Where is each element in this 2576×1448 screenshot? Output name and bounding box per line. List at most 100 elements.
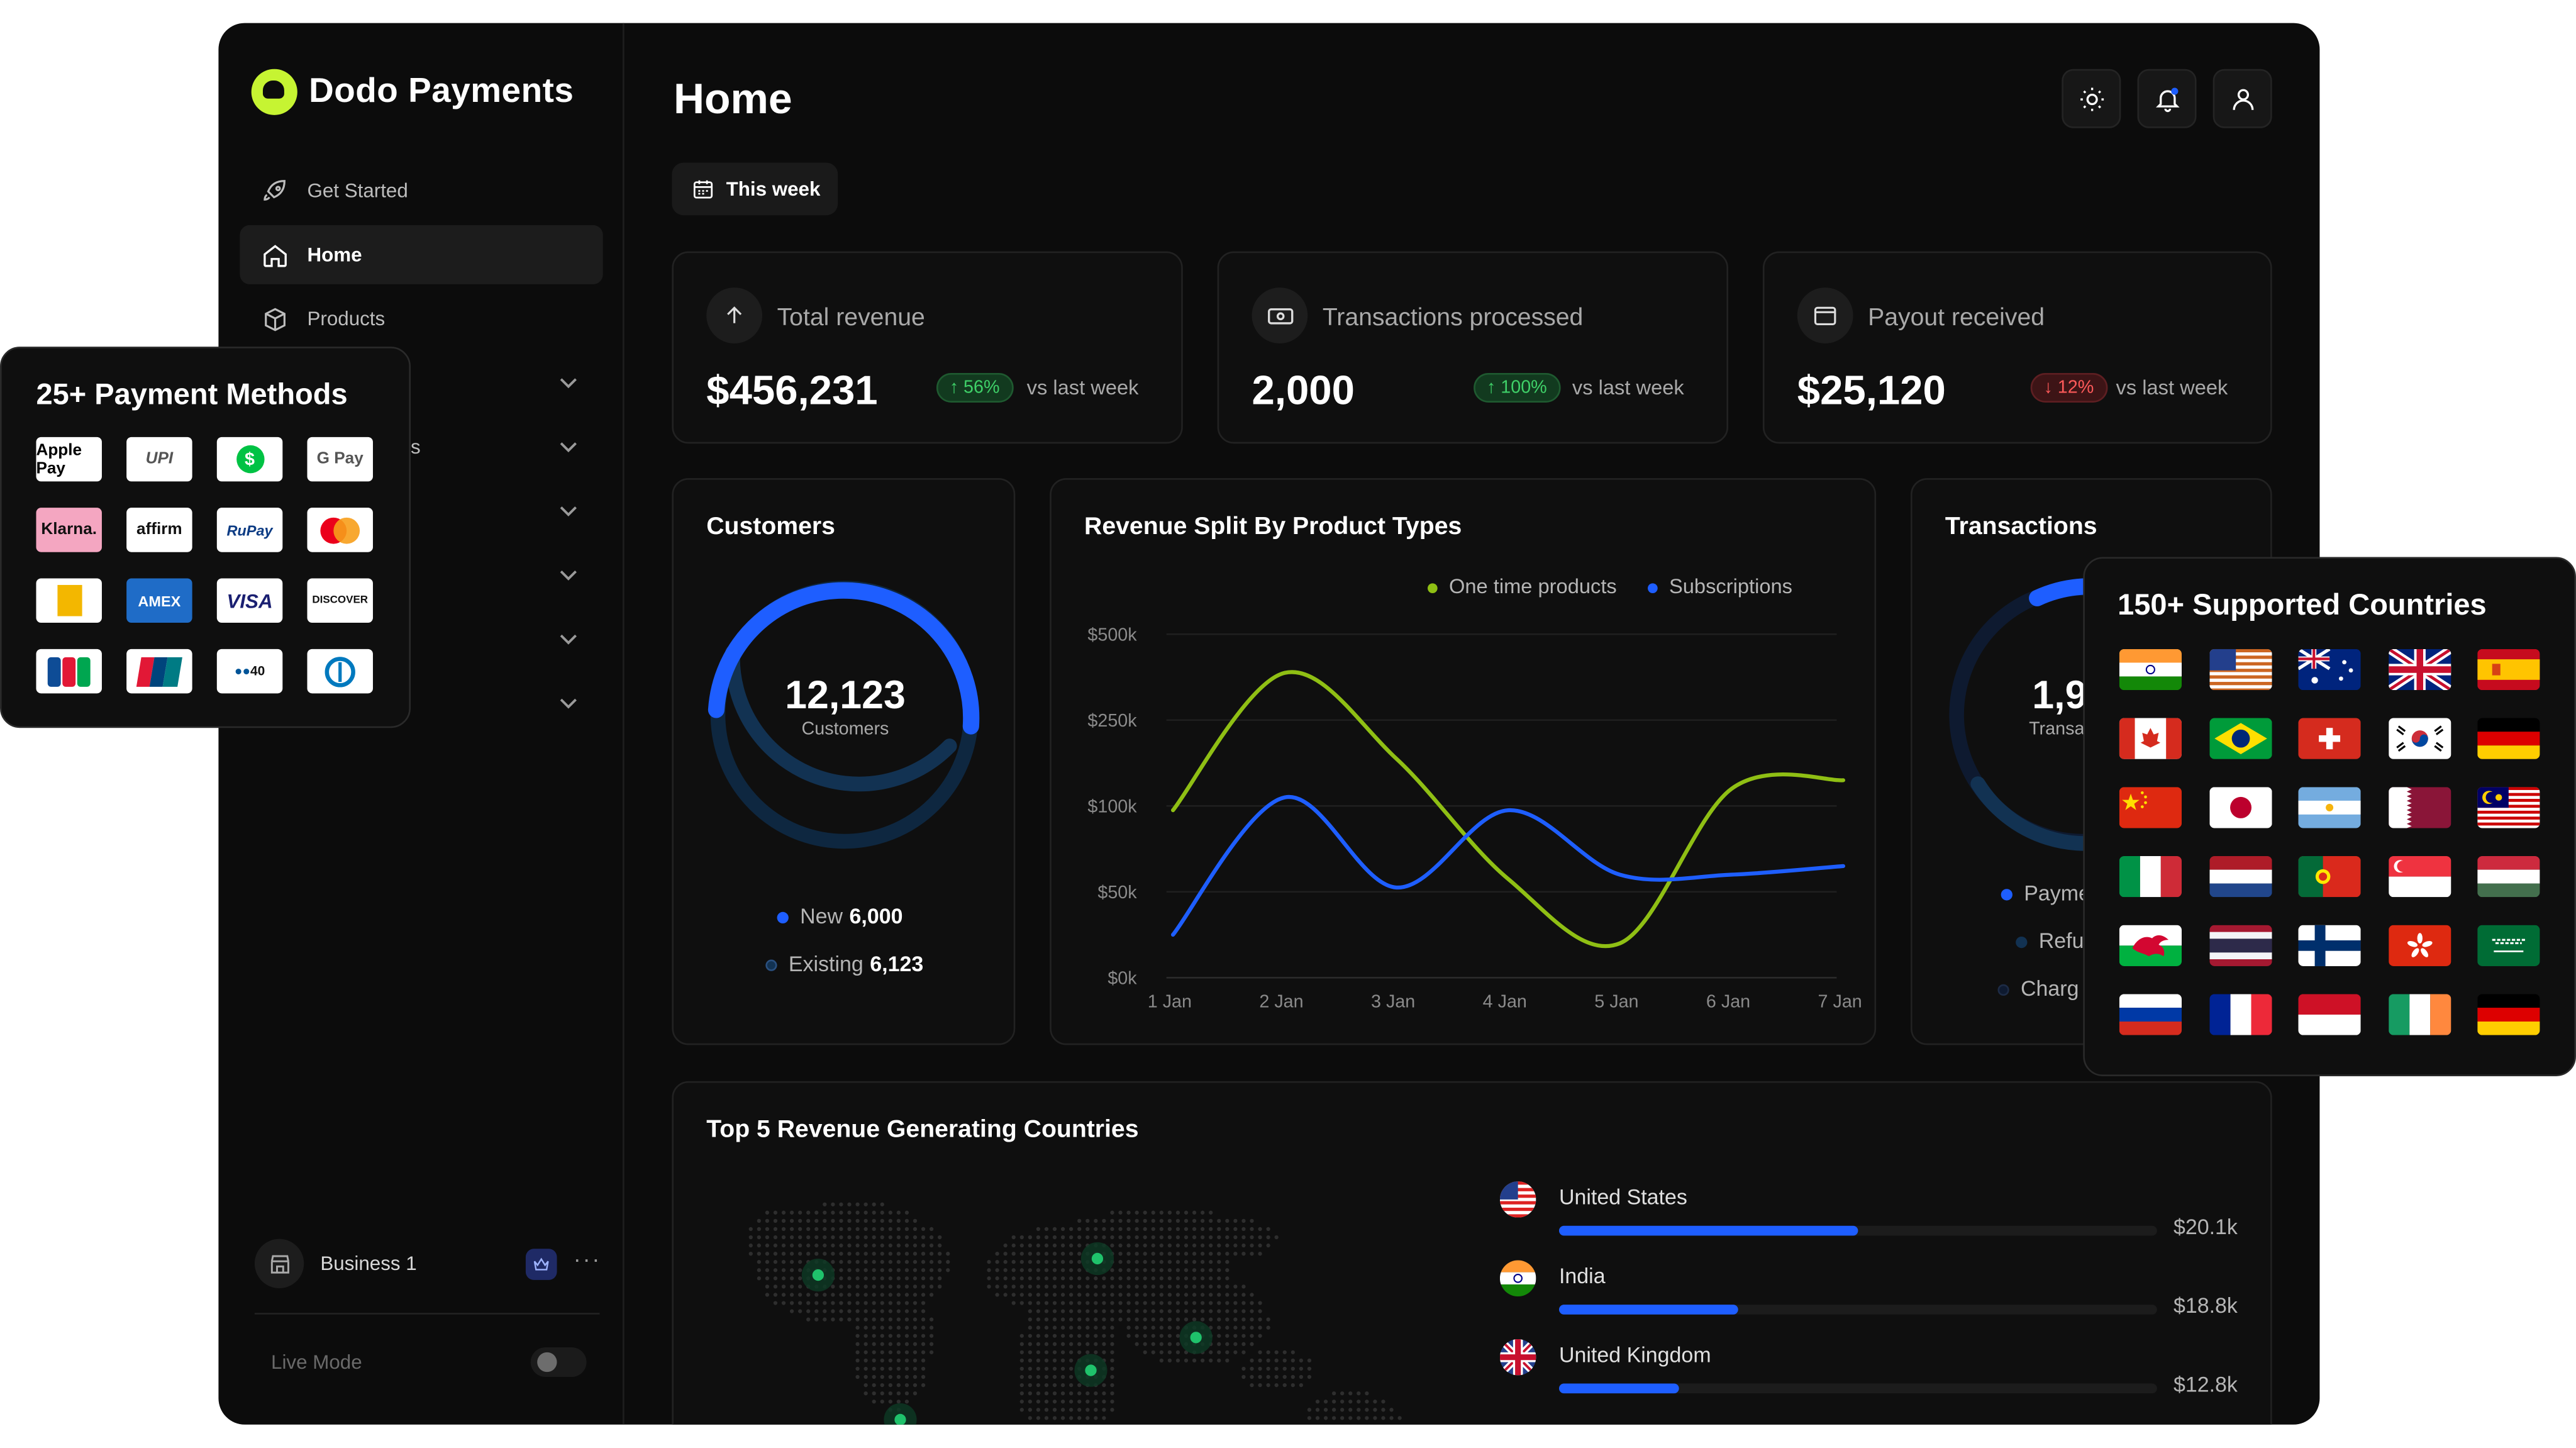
map-dot <box>1052 1334 1057 1338</box>
map-dot <box>1258 1374 1262 1379</box>
notifications-button[interactable] <box>2137 69 2197 128</box>
map-dot <box>1077 1342 1082 1346</box>
map-dot <box>896 1309 901 1313</box>
map-dot <box>1167 1260 1172 1264</box>
map-dot <box>1028 1334 1032 1338</box>
theme-toggle-button[interactable] <box>2062 69 2121 128</box>
map-dot <box>872 1251 876 1256</box>
map-dot <box>1159 1218 1163 1223</box>
map-dot <box>1307 1408 1312 1412</box>
map-dot <box>1118 1227 1123 1232</box>
map-dot <box>1175 1243 1180 1248</box>
brand-logo[interactable]: Dodo Payments <box>251 69 574 115</box>
map-dot <box>1209 1317 1213 1322</box>
sidebar-item-home[interactable]: Home <box>240 225 603 284</box>
sidebar-group-5[interactable] <box>240 610 602 669</box>
map-hotspot[interactable] <box>1190 1332 1202 1344</box>
map-dot <box>1077 1293 1082 1297</box>
legend-one-time[interactable]: One time products <box>1428 575 1617 598</box>
map-dot <box>880 1366 884 1371</box>
map-dot <box>823 1218 827 1223</box>
map-dot <box>1052 1408 1057 1412</box>
map-dot <box>1282 1383 1287 1388</box>
map-dot <box>1250 1334 1254 1338</box>
map-dot <box>1151 1210 1155 1215</box>
map-dot <box>1184 1317 1189 1322</box>
map-dot <box>1209 1276 1213 1281</box>
map-dot <box>880 1400 884 1404</box>
transactions-total: 1,9 <box>2032 674 2087 718</box>
map-dot <box>1060 1293 1065 1297</box>
map-dot <box>888 1317 892 1322</box>
map-dot <box>863 1284 868 1289</box>
map-dot <box>872 1309 876 1313</box>
map-dot <box>1110 1350 1114 1354</box>
map-dot <box>863 1317 868 1322</box>
map-dot <box>757 1260 761 1264</box>
customers-total-label: Customers <box>801 720 889 740</box>
map-dot <box>1052 1251 1057 1256</box>
map-dot <box>1299 1374 1303 1379</box>
map-dot <box>831 1210 835 1215</box>
map-dot <box>1159 1334 1163 1338</box>
map-dot <box>1094 1301 1098 1305</box>
supported-countries-panel: 150+ Supported Countries <box>2083 557 2576 1076</box>
more-options-icon[interactable]: ··· <box>573 1245 602 1272</box>
profile-button[interactable] <box>2212 69 2272 128</box>
sidebar-group-6[interactable] <box>240 674 602 733</box>
map-dot <box>1126 1227 1131 1232</box>
map-dot <box>1217 1243 1221 1248</box>
business-switcher[interactable]: Business 1 ··· <box>254 1239 602 1288</box>
sidebar-group-1[interactable] <box>240 354 602 413</box>
panel-title: 150+ Supported Countries <box>2118 588 2487 621</box>
map-dot <box>831 1227 835 1232</box>
map-hotspot[interactable] <box>812 1269 824 1281</box>
map-dot <box>1143 1243 1147 1248</box>
map-dot <box>789 1260 794 1264</box>
map-dot <box>781 1227 786 1232</box>
sidebar-group-2[interactable]: s <box>240 417 602 476</box>
map-dot <box>1241 1227 1246 1232</box>
map-hotspot[interactable] <box>1091 1252 1104 1265</box>
map-dot <box>929 1227 934 1232</box>
map-dot <box>855 1317 860 1322</box>
map-dot <box>1200 1301 1205 1305</box>
map-dot <box>1389 1416 1394 1420</box>
map-dot <box>1340 1400 1345 1404</box>
sidebar-group-3[interactable] <box>240 481 602 540</box>
map-dot <box>773 1268 778 1273</box>
map-dot <box>1077 1317 1082 1322</box>
map-dot <box>1159 1350 1163 1354</box>
crown-icon[interactable] <box>525 1249 557 1280</box>
map-hotspot[interactable] <box>894 1413 906 1425</box>
sidebar-group-4[interactable] <box>240 545 602 604</box>
map-dot <box>1110 1400 1114 1404</box>
map-dot <box>1151 1293 1155 1297</box>
legend-subscriptions[interactable]: Subscriptions <box>1648 575 1792 598</box>
map-dot <box>880 1301 884 1305</box>
map-dot <box>1019 1284 1024 1289</box>
hong-kong-flag-icon <box>2387 925 2451 966</box>
map-dot <box>1019 1350 1024 1354</box>
date-filter-button[interactable]: This week <box>672 162 838 216</box>
map-dot <box>995 1268 999 1273</box>
map-dot <box>1069 1342 1074 1346</box>
sidebar-item-products[interactable]: Products <box>240 289 602 348</box>
live-mode-toggle[interactable] <box>530 1347 587 1378</box>
map-dot <box>921 1235 926 1240</box>
sidebar-item-get-started[interactable]: Get Started <box>240 161 602 220</box>
map-dot <box>1011 1243 1016 1248</box>
map-dot <box>773 1301 778 1305</box>
map-dot <box>1102 1350 1106 1354</box>
map-dot <box>880 1243 884 1248</box>
map-dot <box>896 1268 901 1273</box>
map-dot <box>1044 1301 1049 1305</box>
map-dot <box>1126 1325 1131 1330</box>
map-dot <box>1052 1358 1057 1363</box>
map-dot <box>1019 1293 1024 1297</box>
map-hotspot[interactable] <box>1085 1364 1097 1376</box>
legend-label: Existing <box>788 951 863 976</box>
map-dot <box>1085 1342 1090 1346</box>
interac-icon <box>36 578 102 623</box>
map-dot <box>863 1251 868 1256</box>
